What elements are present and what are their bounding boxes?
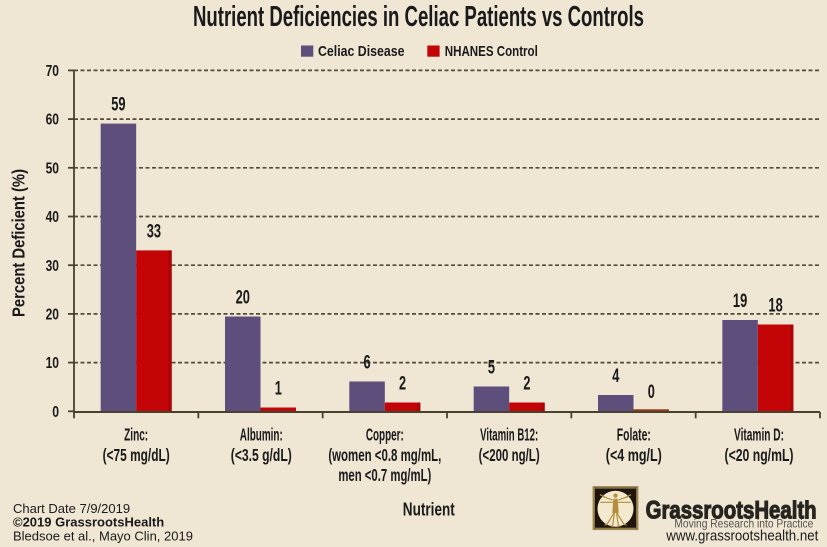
svg-text:70: 70: [46, 63, 59, 80]
svg-text:GrassrootsHealth: GrassrootsHealth: [646, 497, 817, 524]
svg-text:40: 40: [46, 209, 59, 226]
svg-text:(women <0.8 mg/mL,: (women <0.8 mg/mL,: [328, 445, 441, 465]
svg-text:(<20 ng/mL): (<20 ng/mL): [725, 445, 794, 465]
svg-text:©2019 GrassrootsHealth: ©2019 GrassrootsHealth: [13, 515, 164, 530]
svg-text:19: 19: [733, 290, 747, 312]
svg-text:Vitamin D:: Vitamin D:: [734, 425, 784, 445]
svg-text:20: 20: [236, 287, 250, 309]
svg-text:Zinc:: Zinc:: [124, 425, 148, 445]
svg-text:Bledsoe et al., Mayo Clin, 201: Bledsoe et al., Mayo Clin, 2019: [13, 529, 193, 544]
svg-text:2: 2: [399, 373, 406, 395]
svg-text:59: 59: [111, 94, 125, 116]
svg-text:(<4 mg/L): (<4 mg/L): [606, 445, 662, 465]
svg-text:Celiac Disease: Celiac Disease: [318, 43, 405, 60]
svg-text:60: 60: [46, 112, 59, 129]
svg-text:50: 50: [46, 160, 59, 177]
svg-text:(<200 ng/L): (<200 ng/L): [479, 445, 540, 465]
svg-text:Moving Research into Practice: Moving Research into Practice: [674, 517, 813, 531]
svg-text:18: 18: [768, 295, 782, 317]
svg-text:(<3.5 g/dL): (<3.5 g/dL): [231, 445, 292, 465]
svg-text:Folate:: Folate:: [617, 425, 651, 445]
svg-text:30: 30: [46, 258, 59, 275]
svg-text:5: 5: [488, 357, 495, 379]
svg-text:(<75 mg/dL): (<75 mg/dL): [103, 445, 170, 465]
svg-text:Vitamin B12:: Vitamin B12:: [480, 425, 538, 445]
svg-text:Nutrient Deficiencies in Celia: Nutrient Deficiencies in Celiac Patients…: [193, 1, 644, 33]
svg-text:NHANES Control: NHANES Control: [445, 43, 538, 60]
svg-text:Chart Date 7/9/2019: Chart Date 7/9/2019: [13, 501, 130, 516]
svg-text:0: 0: [648, 381, 655, 403]
svg-text:1: 1: [275, 378, 282, 400]
svg-text:Nutrient: Nutrient: [403, 499, 455, 520]
svg-text:10: 10: [46, 355, 59, 372]
svg-text:men <0.7 mg/mL): men <0.7 mg/mL): [338, 465, 431, 485]
svg-text:www.grassrootshealth.net: www.grassrootshealth.net: [665, 527, 819, 544]
svg-text:33: 33: [147, 220, 161, 242]
svg-text:Albumin:: Albumin:: [240, 425, 283, 445]
svg-text:4: 4: [612, 365, 619, 387]
svg-text:Copper:: Copper:: [366, 425, 404, 445]
svg-text:0: 0: [52, 404, 59, 421]
svg-text:20: 20: [46, 307, 59, 324]
svg-text:6: 6: [364, 352, 371, 374]
svg-text:2: 2: [523, 373, 530, 395]
svg-text:Percent Deficient (%): Percent Deficient (%): [9, 169, 29, 317]
